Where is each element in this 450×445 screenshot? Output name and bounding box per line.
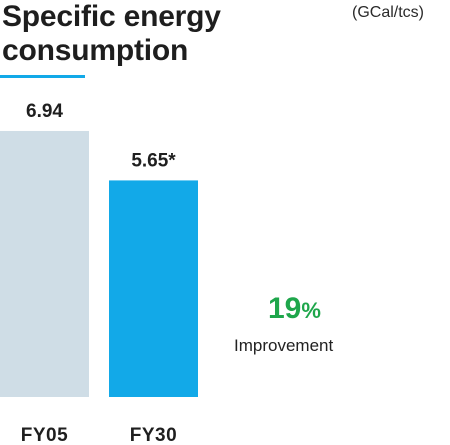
- chart-title: Specific energy consumption: [2, 0, 221, 68]
- bar-fy05: [0, 130, 89, 397]
- value-label-fy05: 6.94: [26, 101, 63, 122]
- value-label-fy30: 5.65*: [131, 150, 176, 171]
- improvement-value: 19%: [268, 292, 354, 328]
- title-accent-rule: [0, 75, 85, 78]
- category-label-fy05: FY05: [21, 425, 68, 445]
- improvement-number: 19: [268, 292, 302, 325]
- improvement-unit: %: [301, 298, 321, 323]
- improvement-label: Improvement: [234, 336, 334, 355]
- chart-title-line-1: Specific energy: [2, 0, 221, 33]
- unit-label: (GCal/tcs): [352, 4, 424, 21]
- category-label-fy30: FY30: [130, 425, 177, 445]
- improvement-callout: 19% Improvement: [234, 292, 354, 356]
- chart-title-line-2: consumption: [2, 34, 189, 67]
- bar-fy30: [109, 180, 198, 397]
